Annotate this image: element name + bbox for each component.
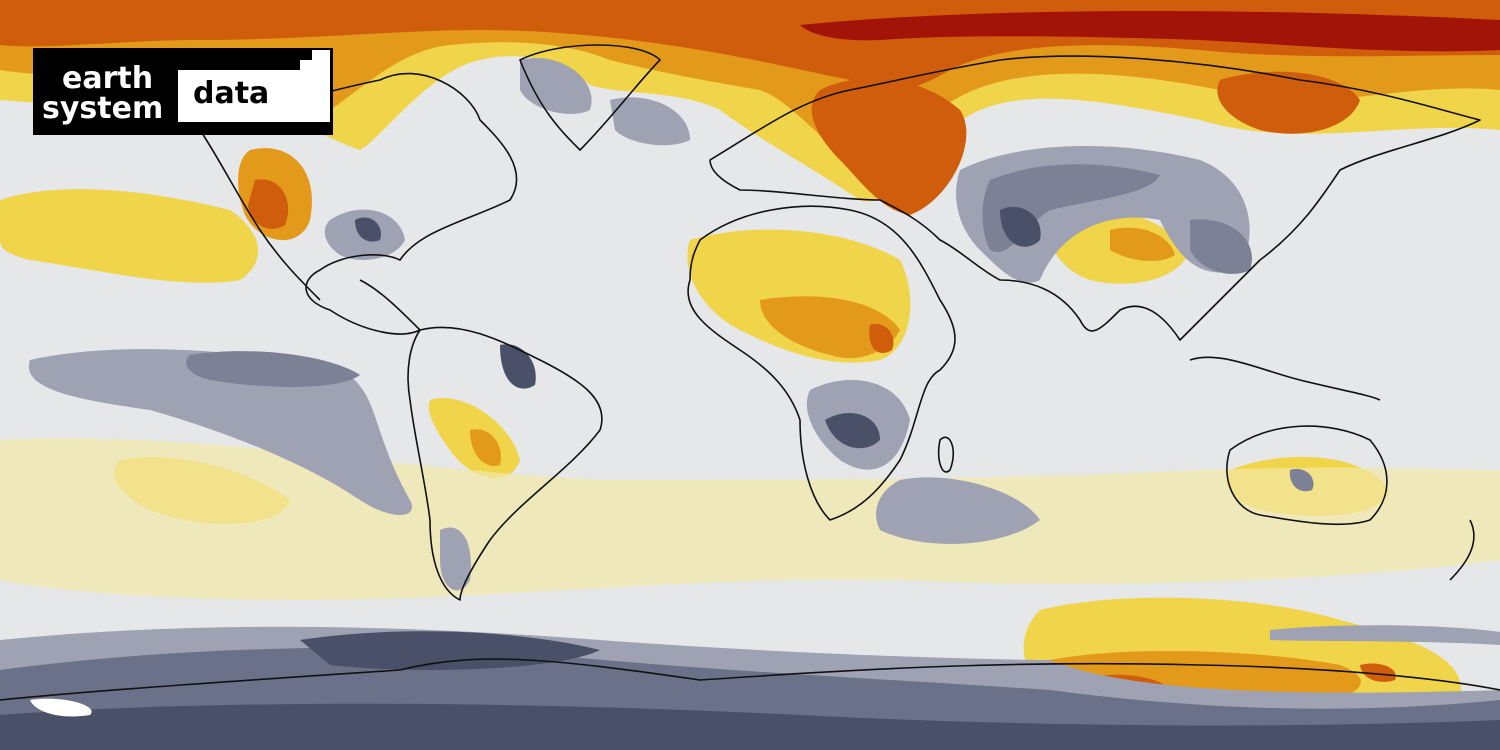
logo-badge-text: data <box>193 76 269 111</box>
logo-notch <box>300 50 312 60</box>
logo-line1: earth <box>62 61 153 96</box>
logo: earth system data <box>33 48 333 135</box>
logo-badge <box>178 50 330 122</box>
logo-line2: system <box>42 91 163 126</box>
coastlines <box>0 44 1500 701</box>
